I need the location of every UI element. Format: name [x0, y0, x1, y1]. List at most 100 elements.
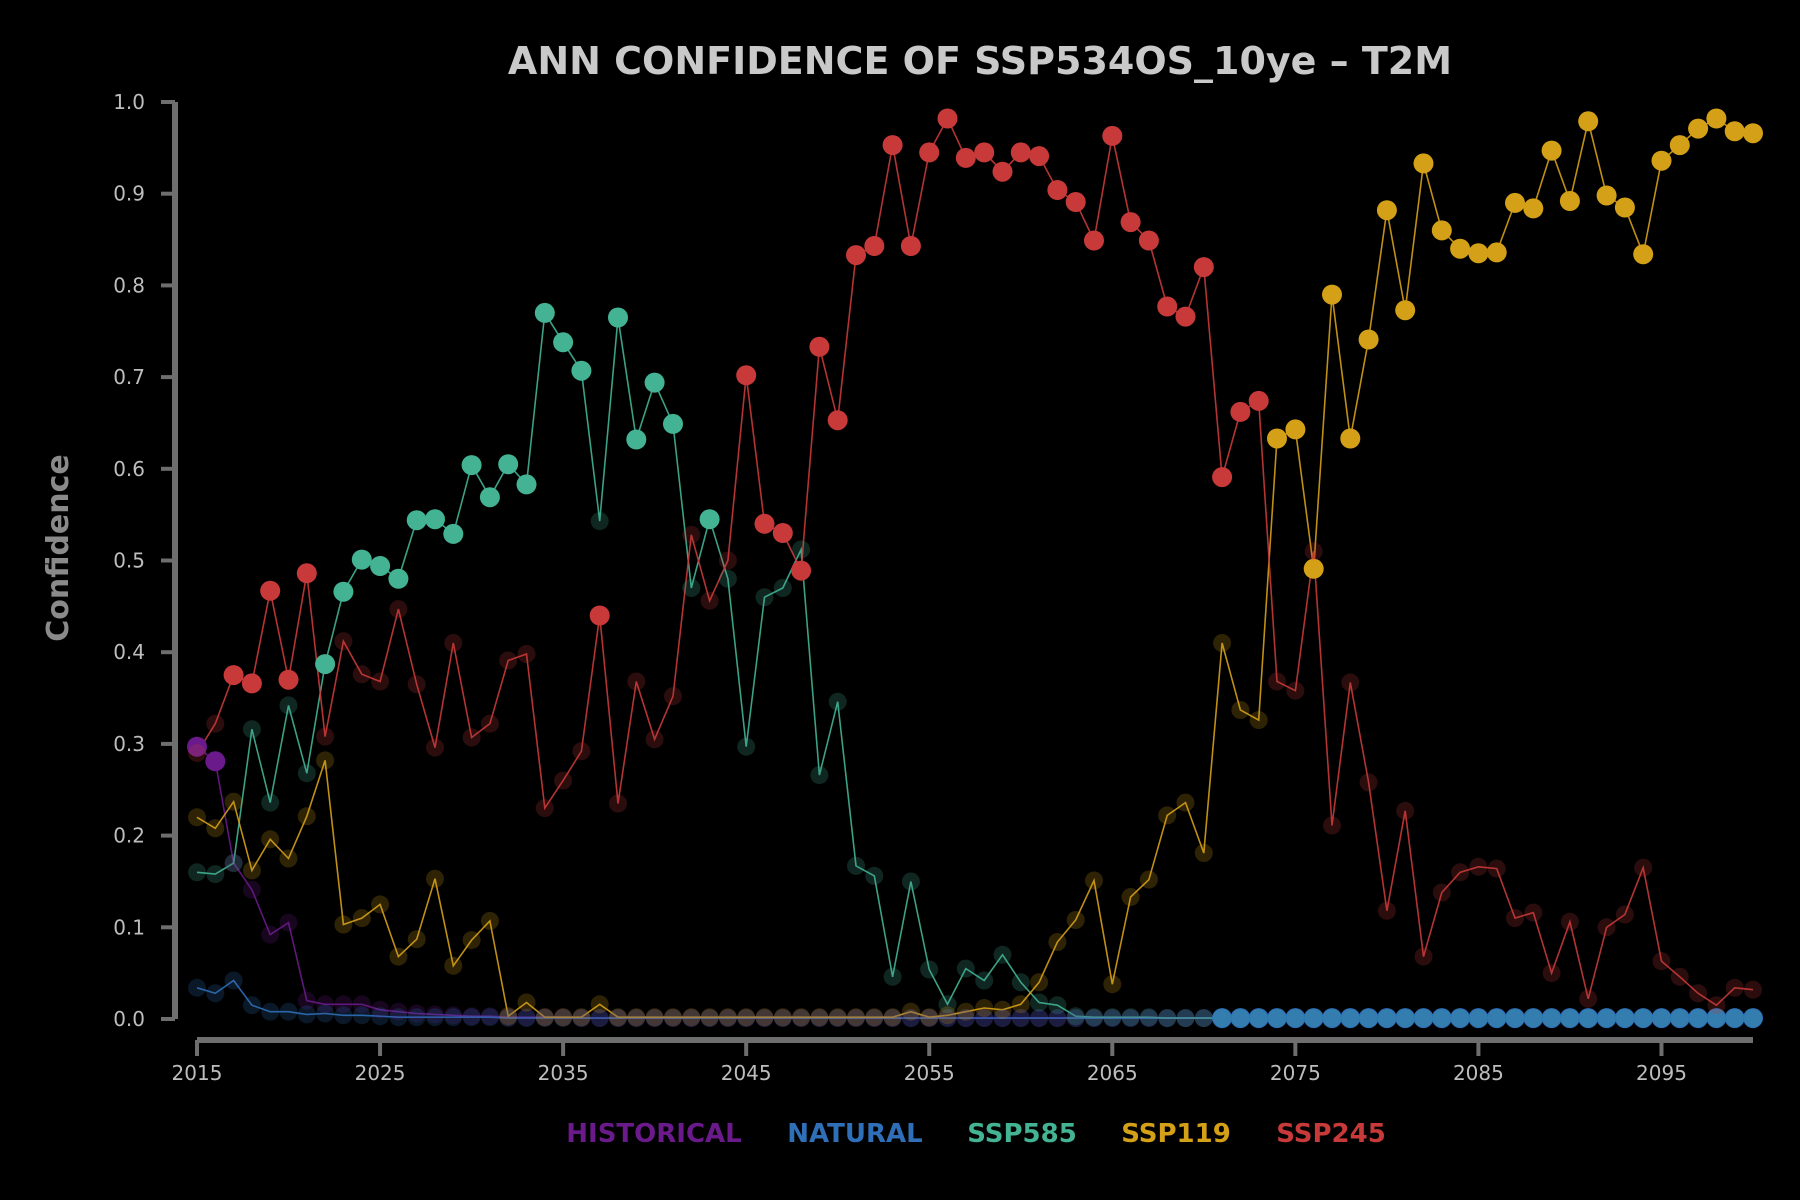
data-point-historical [444, 1006, 463, 1025]
data-point-ssp119 [554, 1008, 573, 1027]
data-point-ssp585 [1231, 1009, 1250, 1028]
data-point-ssp585 [865, 866, 884, 885]
data-point-natural [297, 1005, 316, 1024]
data-point-natural [682, 1009, 701, 1028]
data-point-natural [480, 1008, 499, 1027]
data-point-natural [627, 1009, 646, 1028]
data-point-ssp119 [1395, 300, 1416, 321]
data-point-natural [499, 1009, 518, 1028]
data-point-historical [664, 1009, 682, 1028]
data-point-ssp119 [1596, 185, 1617, 206]
data-point-ssp585 [1542, 1009, 1561, 1028]
data-point-ssp585 [1304, 1009, 1323, 1028]
data-point-ssp119 [700, 1008, 719, 1027]
data-point-ssp245 [1029, 146, 1050, 167]
data-point-ssp585 [626, 429, 647, 450]
data-point-natural [1103, 1009, 1122, 1028]
data-point-ssp119 [755, 1008, 774, 1027]
data-point-natural [389, 1008, 408, 1027]
data-point-ssp585 [443, 523, 464, 544]
data-point-historical [1139, 1009, 1158, 1028]
data-point-historical [883, 1009, 902, 1028]
y-tick-label: 0.0 [113, 1007, 145, 1031]
data-point-natural [1030, 1009, 1049, 1028]
data-point-ssp585 [828, 692, 847, 711]
data-point-ssp245 [1248, 390, 1269, 411]
data-point-ssp245 [772, 523, 793, 543]
data-point-natural [773, 1009, 792, 1028]
data-point-natural [737, 1009, 756, 1028]
data-point-ssp119 [1523, 198, 1544, 219]
data-point-ssp245 [1707, 996, 1726, 1015]
y-tick-label: 0.5 [113, 549, 145, 573]
data-point-ssp245 [609, 794, 627, 813]
data-point-ssp585 [1030, 993, 1049, 1012]
data-point-ssp585 [663, 413, 683, 434]
data-point-ssp245 [389, 600, 408, 619]
data-point-ssp119 [517, 993, 536, 1012]
data-point-ssp245 [864, 236, 885, 256]
data-point-historical [737, 1009, 756, 1028]
data-point-ssp119 [1249, 711, 1268, 730]
data-point-ssp585 [1323, 1009, 1341, 1028]
data-point-ssp245 [223, 665, 244, 686]
data-point-natural [718, 1009, 737, 1028]
data-point-ssp585 [297, 764, 316, 783]
data-point-ssp119 [792, 1008, 811, 1027]
legend-item-ssp585: SSP585 [967, 1119, 1077, 1149]
data-point-ssp245 [1689, 984, 1708, 1003]
data-point-ssp119 [334, 915, 353, 934]
data-point-natural [1724, 1008, 1745, 1029]
data-point-natural [1413, 1008, 1434, 1029]
data-point-ssp585 [1286, 1009, 1305, 1028]
data-point-natural [938, 1009, 957, 1028]
legend-item-ssp245: SSP245 [1276, 1119, 1386, 1149]
data-point-natural [554, 1009, 573, 1028]
data-point-ssp585 [901, 872, 920, 891]
data-point-historical [627, 1009, 646, 1028]
data-point-natural [1248, 1008, 1269, 1029]
y-tick-label: 0.1 [113, 915, 145, 939]
data-point-natural [1743, 1008, 1763, 1029]
data-point-historical [1085, 1009, 1103, 1028]
data-point-natural [956, 1009, 975, 1028]
data-point-natural [1011, 1009, 1030, 1028]
data-point-ssp585 [534, 302, 555, 323]
data-point-ssp119 [242, 861, 261, 880]
data-point-ssp245 [462, 728, 481, 747]
data-point-ssp119 [1213, 634, 1232, 652]
data-point-ssp119 [865, 1008, 884, 1027]
data-point-natural [242, 996, 261, 1015]
data-point-ssp119 [1030, 973, 1049, 992]
data-point-natural [371, 1007, 390, 1026]
data-point-ssp245 [1175, 306, 1196, 327]
data-point-ssp119 [590, 995, 609, 1014]
data-point-ssp245 [1414, 947, 1433, 966]
data-point-historical [334, 995, 353, 1014]
data-point-historical [572, 1009, 591, 1028]
data-point-ssp585 [1597, 1009, 1616, 1028]
data-point-ssp119 [1158, 806, 1177, 825]
data-point-ssp585 [1615, 1009, 1634, 1028]
data-point-natural [975, 1009, 994, 1028]
data-point-ssp245 [517, 645, 536, 663]
data-point-ssp119 [718, 1008, 737, 1027]
legend-item-natural: NATURAL [787, 1119, 922, 1149]
data-point-ssp245 [754, 513, 775, 534]
data-point-ssp119 [883, 1008, 902, 1027]
data-point-historical [1048, 1009, 1067, 1028]
data-point-ssp585 [1396, 1009, 1415, 1028]
data-point-ssp245 [1396, 801, 1415, 820]
data-point-ssp245 [188, 744, 206, 763]
data-point-historical [535, 1008, 554, 1027]
data-point-ssp585 [644, 372, 665, 393]
data-point-historical [828, 1009, 847, 1028]
data-point-ssp585 [1579, 1009, 1598, 1028]
x-tick-label: 2025 [355, 1061, 406, 1085]
data-point-historical [1121, 1009, 1140, 1028]
x-tick-label: 2065 [1087, 1061, 1138, 1085]
data-point-ssp119 [462, 931, 481, 950]
data-point-historical [1011, 1009, 1030, 1028]
data-point-natural [1688, 1008, 1709, 1029]
data-point-ssp585 [206, 865, 225, 884]
